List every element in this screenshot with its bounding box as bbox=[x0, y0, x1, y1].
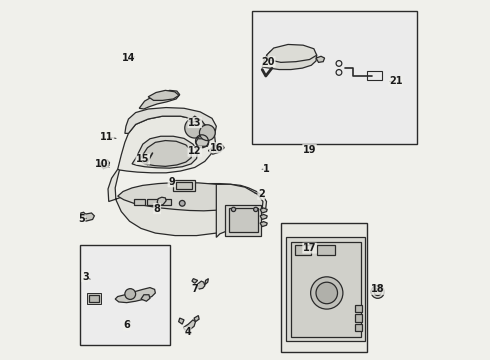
Circle shape bbox=[311, 277, 343, 309]
Polygon shape bbox=[316, 56, 324, 62]
Polygon shape bbox=[216, 184, 263, 237]
Text: 1: 1 bbox=[263, 164, 270, 174]
Circle shape bbox=[316, 282, 338, 304]
Text: 13: 13 bbox=[188, 118, 201, 128]
Text: 19: 19 bbox=[303, 144, 317, 154]
Polygon shape bbox=[139, 140, 191, 166]
Polygon shape bbox=[196, 139, 209, 146]
Text: 4: 4 bbox=[184, 327, 191, 337]
Bar bbox=[229, 208, 258, 232]
Polygon shape bbox=[260, 222, 267, 226]
Circle shape bbox=[179, 201, 185, 206]
Text: 10: 10 bbox=[95, 159, 108, 169]
Text: 12: 12 bbox=[188, 146, 201, 156]
Polygon shape bbox=[176, 182, 192, 189]
Polygon shape bbox=[194, 316, 199, 321]
Text: 17: 17 bbox=[303, 243, 317, 253]
Polygon shape bbox=[81, 212, 85, 217]
Polygon shape bbox=[267, 44, 317, 62]
Bar bbox=[161, 199, 171, 205]
Polygon shape bbox=[141, 295, 150, 301]
Bar bbox=[147, 199, 158, 205]
Bar bbox=[252, 12, 417, 144]
Polygon shape bbox=[118, 116, 216, 173]
Bar bbox=[134, 199, 145, 205]
Polygon shape bbox=[188, 116, 197, 123]
Circle shape bbox=[371, 285, 384, 298]
Bar bbox=[355, 315, 362, 321]
Text: 20: 20 bbox=[262, 57, 275, 67]
Circle shape bbox=[374, 288, 381, 296]
Bar bbox=[281, 223, 367, 352]
Bar bbox=[89, 295, 99, 302]
Polygon shape bbox=[172, 180, 195, 192]
Text: 14: 14 bbox=[122, 53, 135, 63]
Text: 7: 7 bbox=[192, 284, 198, 294]
Text: 18: 18 bbox=[371, 284, 385, 294]
Polygon shape bbox=[157, 197, 166, 206]
Bar bbox=[355, 324, 362, 331]
Polygon shape bbox=[139, 90, 180, 109]
Text: 8: 8 bbox=[154, 204, 161, 214]
Polygon shape bbox=[179, 318, 184, 324]
Text: 5: 5 bbox=[78, 215, 85, 224]
Circle shape bbox=[185, 118, 205, 138]
Polygon shape bbox=[83, 213, 95, 221]
Polygon shape bbox=[286, 237, 365, 341]
Circle shape bbox=[199, 125, 215, 140]
Polygon shape bbox=[100, 160, 109, 168]
Polygon shape bbox=[108, 169, 267, 235]
Bar bbox=[87, 293, 101, 304]
Polygon shape bbox=[295, 245, 311, 255]
Bar bbox=[80, 244, 170, 345]
Polygon shape bbox=[148, 90, 179, 100]
Polygon shape bbox=[208, 144, 224, 154]
Polygon shape bbox=[225, 205, 261, 235]
Text: 9: 9 bbox=[168, 177, 175, 187]
Bar bbox=[291, 242, 361, 337]
Polygon shape bbox=[260, 215, 267, 220]
Polygon shape bbox=[132, 136, 197, 168]
Bar bbox=[355, 305, 362, 312]
Polygon shape bbox=[192, 279, 197, 283]
Text: 2: 2 bbox=[258, 189, 265, 199]
Circle shape bbox=[125, 289, 136, 300]
Polygon shape bbox=[196, 281, 205, 289]
Text: 6: 6 bbox=[123, 320, 130, 330]
Text: 3: 3 bbox=[82, 272, 89, 282]
Text: 21: 21 bbox=[389, 76, 402, 86]
Circle shape bbox=[254, 207, 258, 212]
Polygon shape bbox=[125, 108, 216, 135]
Text: 15: 15 bbox=[136, 154, 149, 164]
Circle shape bbox=[231, 207, 236, 212]
Text: 11: 11 bbox=[100, 132, 114, 142]
Polygon shape bbox=[262, 46, 317, 69]
Text: 16: 16 bbox=[210, 143, 223, 153]
Polygon shape bbox=[260, 208, 267, 213]
Polygon shape bbox=[205, 279, 208, 285]
Polygon shape bbox=[115, 288, 155, 303]
Bar bbox=[367, 71, 382, 80]
Polygon shape bbox=[118, 183, 255, 211]
Polygon shape bbox=[317, 245, 335, 255]
Polygon shape bbox=[184, 320, 196, 330]
